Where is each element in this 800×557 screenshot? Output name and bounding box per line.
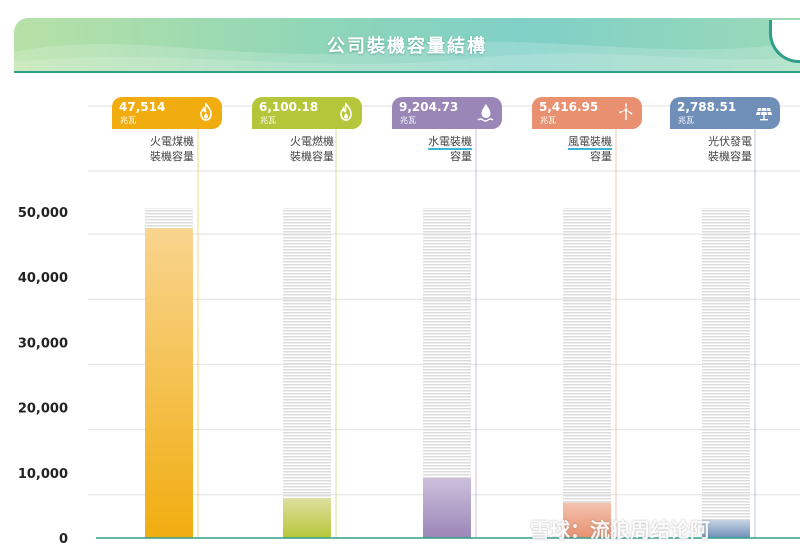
label-line: 火電煤機: [150, 135, 194, 148]
watermark: 雪球：流狼周结论阿: [530, 518, 710, 542]
category-label-hydro: 水電裝機 容量: [392, 134, 472, 164]
y-tick-label: 40,000: [18, 271, 68, 286]
card-hydro: 9,204.73 兆瓦: [392, 97, 502, 129]
card-unit: 兆瓦: [678, 116, 694, 125]
card-value: 6,100.18: [259, 100, 319, 114]
label-line: 火電燃機: [290, 135, 334, 148]
card-unit: 兆瓦: [120, 116, 136, 125]
label-line: 裝機容量: [290, 150, 334, 163]
header-wave-decoration: [14, 41, 800, 72]
y-tick-label: 50,000: [18, 206, 68, 221]
label-line: 裝機容量: [150, 150, 194, 163]
wind-turbine-icon: [619, 103, 633, 120]
y-tick-layer: 0 10,000 20,000 30,000 40,000 50,000: [18, 206, 68, 547]
water-drop-icon: [477, 104, 494, 122]
label-line: 容量: [590, 150, 612, 163]
bar: [563, 502, 611, 538]
header-banner: 公司裝機容量結構: [14, 18, 800, 72]
y-tick-label: 0: [59, 532, 68, 547]
bar: [702, 519, 750, 538]
category-label-gas: 火電燃機 裝機容量: [254, 134, 334, 164]
card-coal: 47,514 兆瓦: [112, 97, 222, 129]
y-tick-label: 30,000: [18, 336, 68, 351]
bar-layer: [96, 208, 800, 539]
flame-icon: [340, 102, 352, 121]
category-label-coal: 火電煤機 裝機容量: [114, 134, 194, 164]
card-value: 2,788.51: [677, 100, 737, 114]
bar: [423, 477, 471, 538]
card-solar: 2,788.51 兆瓦: [670, 97, 780, 129]
card-unit: 兆瓦: [540, 116, 556, 125]
card-unit: 兆瓦: [400, 116, 416, 125]
page-title: 公司裝機容量結構: [327, 36, 487, 57]
label-line: 光伏發電: [708, 135, 752, 148]
label-line: 裝機容量: [708, 150, 752, 163]
y-tick-label: 10,000: [18, 467, 68, 482]
flame-icon: [200, 102, 212, 121]
label-line: 風電裝機: [568, 135, 612, 150]
bar-track: [563, 208, 611, 538]
category-label-wind: 風電裝機 容量: [532, 134, 612, 164]
column-layer: [197, 120, 756, 538]
bar-track: [283, 208, 331, 538]
card-gas: 6,100.18 兆瓦: [252, 97, 362, 129]
bar-track: [702, 208, 750, 538]
label-line: 容量: [450, 150, 472, 163]
card-unit: 兆瓦: [260, 116, 276, 125]
y-tick-label: 20,000: [18, 402, 68, 417]
bar: [283, 498, 331, 538]
category-label-solar: 光伏發電 裝機容量: [672, 134, 752, 164]
card-wind: 5,416.95 兆瓦: [532, 97, 642, 129]
solar-panel-icon: [756, 107, 772, 121]
bar: [145, 228, 193, 538]
header-rule: [14, 71, 800, 73]
card-value: 5,416.95: [539, 100, 599, 114]
card-value: 47,514: [119, 100, 166, 114]
card-value: 9,204.73: [399, 100, 459, 114]
label-line: 水電裝機: [428, 135, 472, 150]
